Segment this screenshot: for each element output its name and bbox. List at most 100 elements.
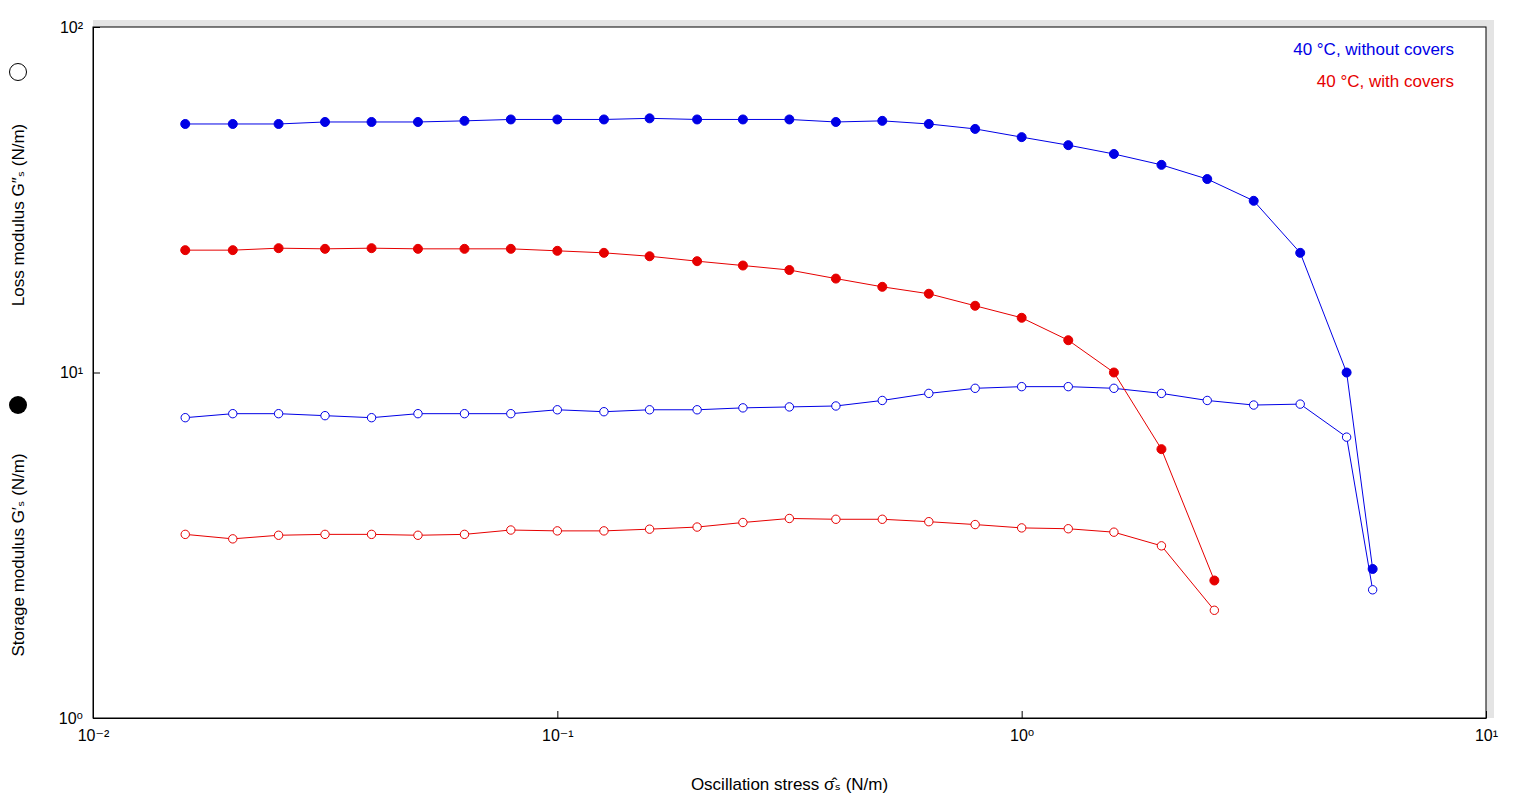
data-point: [785, 115, 794, 124]
data-point: [181, 413, 189, 421]
data-point: [414, 409, 422, 417]
data-point: [1157, 445, 1166, 454]
data-point: [274, 244, 283, 253]
data-point: [693, 115, 702, 124]
data-point: [1017, 133, 1026, 142]
data-point: [739, 518, 747, 526]
series-line: [185, 248, 1214, 580]
data-point: [738, 261, 747, 270]
data-point: [1249, 196, 1258, 205]
data-point: [1203, 175, 1212, 184]
data-point: [693, 406, 701, 414]
y-axis-title-loss: Loss modulus G″ₛ (N/m): [9, 124, 28, 306]
data-point: [367, 244, 376, 253]
data-point: [1368, 586, 1376, 594]
data-point: [600, 527, 608, 535]
x-axis-line: [94, 718, 1487, 719]
data-point: [181, 530, 189, 538]
data-point: [832, 515, 840, 523]
data-point: [1203, 396, 1211, 404]
data-point: [693, 523, 701, 531]
data-point: [1109, 149, 1118, 158]
data-point: [460, 244, 469, 253]
data-point: [739, 404, 747, 412]
data-point: [460, 116, 469, 125]
x-tick: 10⁰: [1010, 711, 1034, 744]
data-point: [1296, 400, 1304, 408]
legend-entry: 40 °C, without covers: [1293, 40, 1454, 59]
legend-entry: 40 °C, with covers: [1317, 72, 1454, 91]
data-point: [1109, 368, 1118, 377]
data-point: [645, 406, 653, 414]
x-tick-label: 10⁰: [1010, 727, 1034, 744]
x-tick: 10¹: [1475, 711, 1498, 744]
data-point: [413, 244, 422, 253]
data-point: [599, 115, 608, 124]
y-tick-label: 10⁰: [59, 710, 83, 727]
series-line: [185, 518, 1214, 610]
data-point: [924, 289, 933, 298]
data-point: [1064, 525, 1072, 533]
data-point: [925, 389, 933, 397]
y-tick-mark: [93, 27, 100, 28]
data-point: [413, 117, 422, 126]
data-point: [229, 409, 237, 417]
data-point: [321, 530, 329, 538]
data-point: [878, 116, 887, 125]
data-point: [1064, 141, 1073, 150]
data-point: [1210, 576, 1219, 585]
data-point: [228, 246, 237, 255]
data-point: [507, 526, 515, 534]
data-point: [460, 530, 468, 538]
y-tick: 10⁰: [59, 710, 100, 727]
data-point: [553, 527, 561, 535]
data-point: [321, 117, 330, 126]
data-point: [878, 282, 887, 291]
data-point: [274, 409, 282, 417]
data-point: [645, 114, 654, 123]
data-point: [645, 525, 653, 533]
data-point: [1110, 528, 1118, 536]
data-point: [1157, 542, 1165, 550]
data-point: [367, 530, 375, 538]
data-point: [1017, 524, 1025, 532]
x-tick-mark: [557, 711, 558, 718]
data-point: [831, 274, 840, 283]
data-point: [832, 402, 840, 410]
data-point: [1110, 384, 1118, 392]
data-point: [599, 248, 608, 257]
y-axis-title: Storage modulus G′ₛ (N/m)Loss modulus G″…: [9, 64, 28, 657]
data-point: [181, 119, 190, 128]
y-title-filled-symbol: [9, 396, 27, 414]
data-point: [924, 119, 933, 128]
data-point: [971, 301, 980, 310]
data-point: [553, 406, 561, 414]
data-point: [645, 252, 654, 261]
data-point: [878, 396, 886, 404]
data-point: [831, 117, 840, 126]
data-point: [1017, 382, 1025, 390]
data-point: [785, 403, 793, 411]
y-tick: 10¹: [60, 364, 100, 381]
data-point: [1157, 160, 1166, 169]
plot-area: [181, 114, 1377, 615]
data-point: [274, 119, 283, 128]
data-point: [925, 517, 933, 525]
data-point: [274, 531, 282, 539]
data-point: [460, 409, 468, 417]
data-point: [785, 266, 794, 275]
series-line: [185, 118, 1372, 569]
x-axis: 10⁻²10⁻¹10⁰10¹: [78, 711, 1498, 744]
data-point: [506, 244, 515, 253]
y-axis: 10⁰10¹10²: [59, 19, 100, 727]
data-point: [1249, 401, 1257, 409]
data-point: [1064, 336, 1073, 345]
data-point: [1296, 248, 1305, 257]
data-point: [738, 115, 747, 124]
data-point: [1342, 368, 1351, 377]
data-point: [507, 409, 515, 417]
x-axis-title: Oscillation stress σ̂ₛ (N/m): [691, 775, 888, 794]
data-point: [1342, 433, 1350, 441]
x-tick-label: 10¹: [1475, 727, 1498, 744]
x-tick-mark: [1486, 711, 1487, 718]
